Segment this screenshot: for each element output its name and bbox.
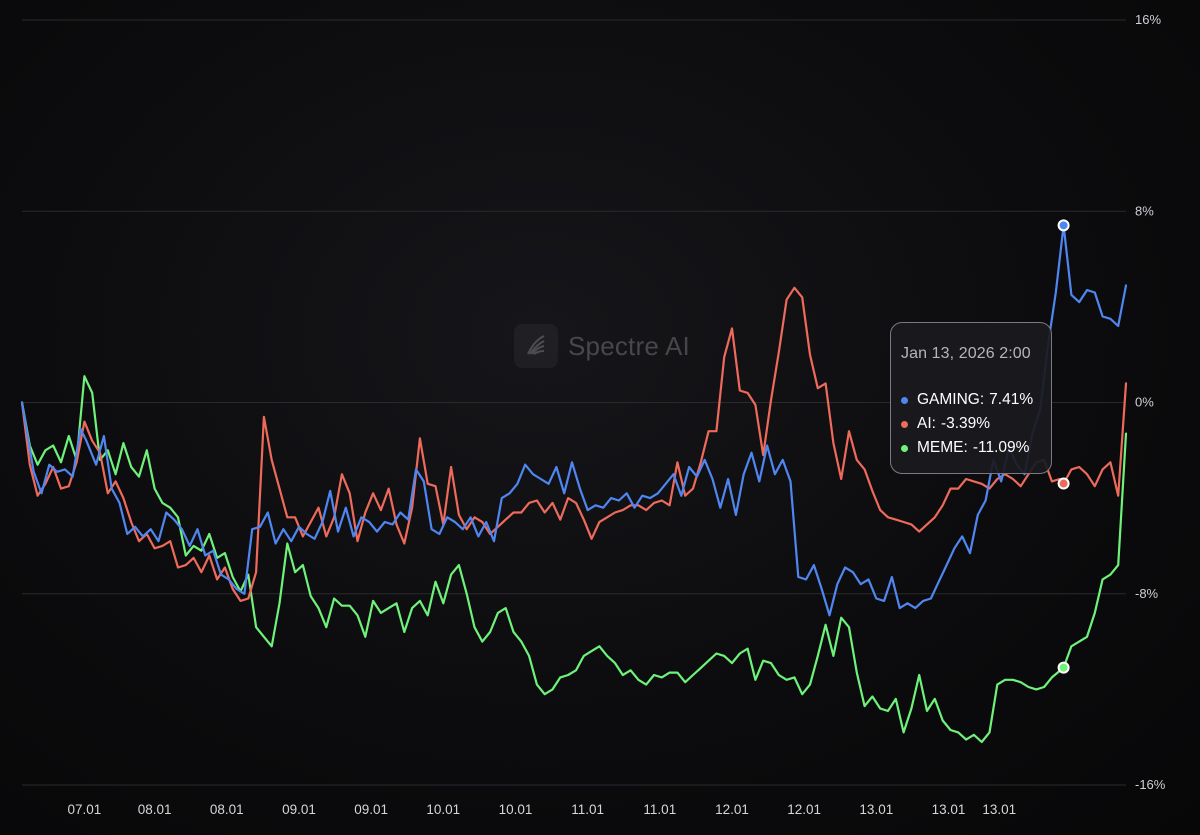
y-tick-label: 16% — [1135, 12, 1161, 27]
x-axis-tick-labels: 07.01 08.01 08.01 09.01 09.01 10.01 10.01 11.01… — [68, 802, 1017, 817]
ai-legend-dot — [901, 420, 908, 428]
grid-lines — [22, 19, 1126, 786]
x-tick-label: 10.01 — [426, 802, 460, 817]
highlight-markers — [1057, 219, 1070, 674]
tooltip-label: AI: — [917, 415, 936, 432]
x-tick-label: 08.01 — [210, 802, 244, 817]
x-tick-label: 07.01 — [68, 802, 102, 817]
series-lines — [20, 224, 1128, 744]
x-tick-label: 12.01 — [787, 802, 821, 817]
tooltip-row-ai: AI: -3.39% — [901, 412, 1041, 436]
series-line-gaming — [20, 224, 1128, 617]
series-line-meme — [20, 375, 1128, 744]
tooltip-value: -11.09% — [972, 439, 1030, 456]
x-tick-label: 13.01 — [982, 802, 1016, 817]
x-tick-label: 09.01 — [282, 802, 316, 817]
watermark-text: Spectre AI — [568, 330, 690, 361]
y-tick-label: 0% — [1135, 395, 1154, 410]
tooltip-row-gaming: GAMING: 7.41% — [901, 388, 1041, 412]
x-tick-label: 10.01 — [499, 802, 533, 817]
tooltip-value: -3.39% — [940, 415, 991, 432]
watermark: Spectre AI — [514, 324, 690, 368]
tooltip-value: 7.41% — [989, 391, 1034, 408]
x-tick-label: 09.01 — [354, 802, 388, 817]
y-axis-tick-labels: 16% 8% 0% -8% -16% — [1135, 12, 1166, 792]
chart-tooltip: Jan 13, 2026 2:00 GAMING: 7.41% AI: -3.3… — [890, 322, 1052, 474]
x-tick-label: 13.01 — [859, 802, 893, 817]
y-tick-label: -8% — [1135, 586, 1159, 601]
gaming-legend-dot — [901, 396, 908, 404]
x-tick-label: 08.01 — [138, 802, 172, 817]
tooltip-date: Jan 13, 2026 2:00 — [901, 345, 1031, 362]
highlight-marker-gaming — [1057, 219, 1070, 232]
x-tick-label: 13.01 — [932, 802, 966, 817]
y-tick-label: 8% — [1135, 203, 1154, 218]
highlight-marker-meme — [1057, 661, 1070, 674]
tooltip-row-meme: MEME: -11.09% — [901, 436, 1041, 460]
x-tick-label: 12.01 — [715, 802, 749, 817]
x-tick-label: 11.01 — [643, 802, 676, 817]
meme-legend-dot — [901, 444, 908, 452]
tooltip-label: GAMING: — [917, 391, 985, 408]
y-tick-label: -16% — [1135, 777, 1166, 792]
tooltip-label: MEME: — [917, 439, 968, 456]
series-line-ai — [20, 286, 1128, 602]
spectre-logo-icon — [514, 324, 558, 368]
highlight-marker-ai — [1057, 477, 1070, 490]
x-tick-label: 11.01 — [571, 802, 604, 817]
